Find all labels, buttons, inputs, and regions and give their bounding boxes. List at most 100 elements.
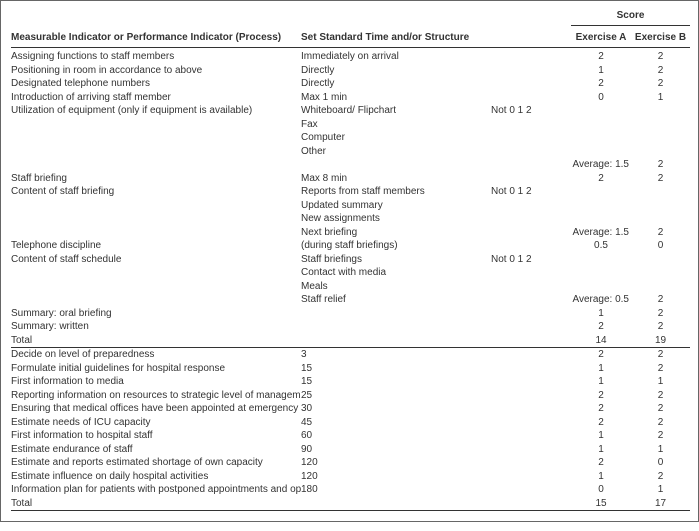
cell-standard: 30 [301, 402, 491, 416]
cell-score-a: 1 [571, 375, 631, 389]
cell-standard: 15 [301, 375, 491, 389]
cell-score-b: 2 [631, 348, 690, 362]
cell-indicator: Summary: written [11, 320, 301, 334]
cell-score-b: 2 [631, 307, 690, 321]
cell-score-b: 2 [631, 320, 690, 334]
cell-indicator: First information to media [11, 375, 301, 389]
cell-standard: Other [301, 145, 491, 159]
cell-standard: Max 8 min [301, 172, 491, 186]
table-row: Decide on level of preparedness 3 2 2 [11, 348, 690, 362]
table-row: Reporting information on resources to st… [11, 389, 690, 403]
cell-score-b: 2 [631, 226, 690, 240]
table-row: Positioning in room in accordance to abo… [11, 64, 690, 78]
cell-total-b: 19 [631, 334, 690, 348]
cell-average: Average: 1.5 [571, 158, 631, 172]
cell-indicator: Staff briefing [11, 172, 301, 186]
cell-indicator: First information to hospital staff [11, 429, 301, 443]
header-indicator: Measurable Indicator or Performance Indi… [11, 28, 301, 48]
cell-score-a: 1 [571, 307, 631, 321]
header-score-row: Score [11, 9, 690, 25]
table-row: Next briefing Average: 1.5 2 [11, 226, 690, 240]
cell-indicator: Content of staff schedule [11, 253, 301, 267]
cell-average: Average: 0.5 [571, 293, 631, 307]
cell-score-a: 2 [571, 172, 631, 186]
cell-total-a: 15 [571, 497, 631, 511]
cell-standard: Meals [301, 280, 491, 294]
cell-score-a: 2 [571, 389, 631, 403]
cell-score-b: 2 [631, 429, 690, 443]
table-row: Content of staff schedule Staff briefing… [11, 253, 690, 267]
header-standard: Set Standard Time and/or Structure [301, 28, 571, 48]
cell-standard: Directly [301, 64, 491, 78]
cell-standard: 25 [301, 389, 491, 403]
cell-score-b: 1 [631, 483, 690, 497]
table-row: Assigning functions to staff members Imm… [11, 50, 690, 64]
cell-standard: 120 [301, 456, 491, 470]
cell-average: Average: 1.5 [571, 226, 631, 240]
table-row: Estimate and reports estimated shortage … [11, 456, 690, 470]
cell-standard: Directly [301, 77, 491, 91]
total-row: Total 15 17 [11, 497, 690, 511]
cell-indicator: Estimate influence on daily hospital act… [11, 470, 301, 484]
cell-standard: 45 [301, 416, 491, 430]
cell-score-a: 2 [571, 348, 631, 362]
cell-indicator: Ensuring that medical offices have been … [11, 402, 301, 416]
cell-score-a: 1 [571, 443, 631, 457]
cell-score-b: 2 [631, 402, 690, 416]
cell-score-a: 2 [571, 50, 631, 64]
cell-standard: Contact with media [301, 266, 491, 280]
table-row: Ensuring that medical offices have been … [11, 402, 690, 416]
cell-indicator: Utilization of equipment (only if equipm… [11, 104, 301, 118]
table-row: Estimate needs of ICU capacity 45 2 2 [11, 416, 690, 430]
table-row: Other [11, 145, 690, 159]
cell-standard: 90 [301, 443, 491, 457]
table-container: Score Measurable Indicator or Performanc… [0, 0, 699, 522]
cell-score-b: 0 [631, 239, 690, 253]
table-row: Fax [11, 118, 690, 132]
table-row: Designated telephone numbers Directly 2 … [11, 77, 690, 91]
cell-score-a: 2 [571, 456, 631, 470]
cell-not012: Not 0 1 2 [491, 253, 571, 267]
table-row: Staff relief Average: 0.5 2 [11, 293, 690, 307]
cell-indicator: Assigning functions to staff members [11, 50, 301, 64]
table-row: Content of staff briefing Reports from s… [11, 185, 690, 199]
cell-standard: Staff briefings [301, 253, 491, 267]
cell-score-a: 1 [571, 64, 631, 78]
cell-standard: 60 [301, 429, 491, 443]
cell-score-b: 2 [631, 416, 690, 430]
table-row: First information to hospital staff 60 1… [11, 429, 690, 443]
cell-score-a: 2 [571, 416, 631, 430]
cell-score-a: 1 [571, 429, 631, 443]
table-row: Meals [11, 280, 690, 294]
cell-score-b: 2 [631, 64, 690, 78]
table-row: Estimate endurance of staff 90 1 1 [11, 443, 690, 457]
cell-score-b: 2 [631, 50, 690, 64]
table-row: Estimate influence on daily hospital act… [11, 470, 690, 484]
cell-standard: 120 [301, 470, 491, 484]
cell-indicator: Information plan for patients with postp… [11, 483, 301, 497]
cell-score-b: 1 [631, 91, 690, 105]
cell-indicator: Estimate and reports estimated shortage … [11, 456, 301, 470]
cell-score-b: 2 [631, 158, 690, 172]
cell-score-b: 2 [631, 77, 690, 91]
table-row: Updated summary [11, 199, 690, 213]
cell-standard: 180 [301, 483, 491, 497]
cell-score-b: 0 [631, 456, 690, 470]
cell-indicator: Telephone discipline [11, 239, 301, 253]
cell-standard: Immediately on arrival [301, 50, 491, 64]
header-columns-row: Measurable Indicator or Performance Indi… [11, 28, 690, 48]
cell-standard: Updated summary [301, 199, 491, 213]
table-row: Contact with media [11, 266, 690, 280]
cell-standard: New assignments [301, 212, 491, 226]
header-exercise-a: Exercise A [571, 28, 631, 48]
cell-standard: Fax [301, 118, 491, 132]
cell-score-b: 2 [631, 172, 690, 186]
table-row: Information plan for patients with postp… [11, 483, 690, 497]
table-row: Staff briefing Max 8 min 2 2 [11, 172, 690, 186]
cell-standard: Computer [301, 131, 491, 145]
cell-score-a: 2 [571, 77, 631, 91]
cell-score-b: 1 [631, 443, 690, 457]
total-row: Total 14 19 [11, 334, 690, 348]
cell-score-b: 2 [631, 470, 690, 484]
table-row: Utilization of equipment (only if equipm… [11, 104, 690, 118]
